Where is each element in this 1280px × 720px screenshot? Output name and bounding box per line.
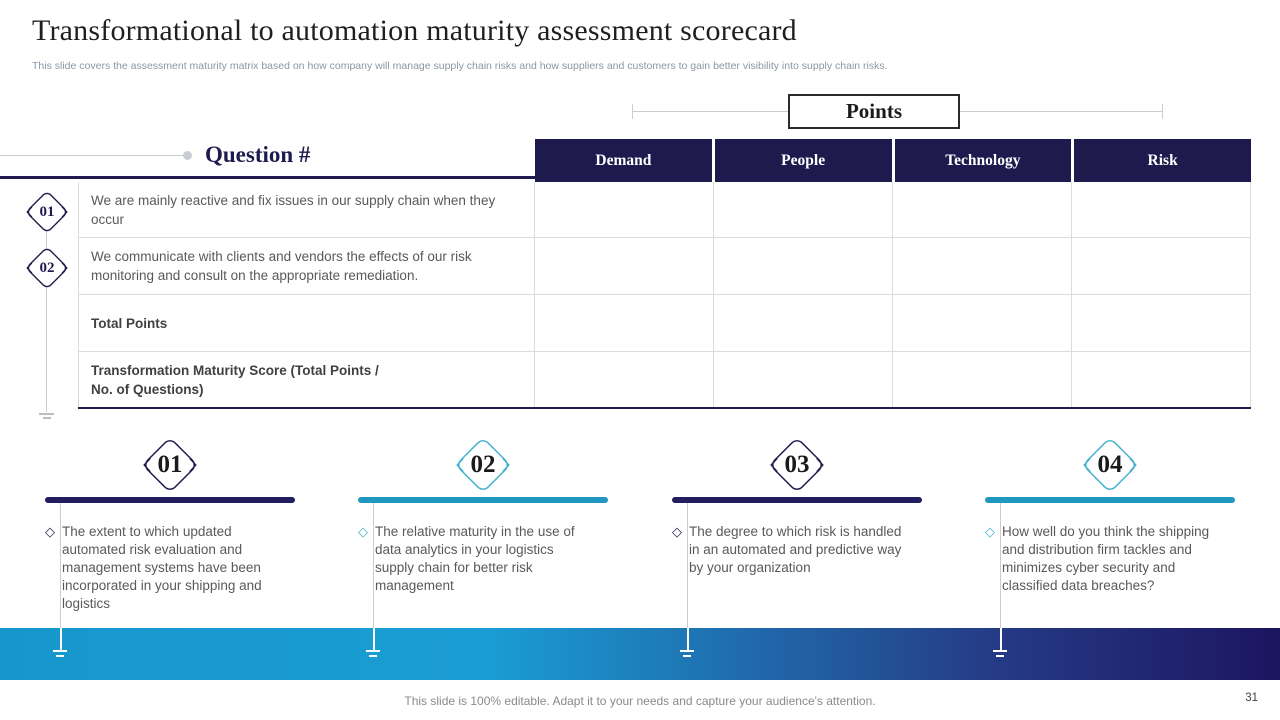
points-cell — [893, 352, 1072, 408]
row-number-diamond: 02 — [24, 245, 70, 291]
ground-symbol — [53, 650, 67, 659]
maturity-score-label: Transformation Maturity Score (Total Poi… — [78, 352, 535, 408]
question-text-2: We communicate with clients and vendors … — [78, 238, 535, 295]
question-number: 01 — [157, 451, 183, 478]
column-header-technology: Technology — [891, 139, 1072, 182]
question-leader-line — [0, 155, 183, 156]
diamond-icon — [456, 440, 510, 490]
question-number: 03 — [784, 451, 810, 478]
table-header-row: Demand People Technology Risk — [535, 139, 1251, 182]
page-title: Transformational to automation maturity … — [32, 14, 797, 47]
connector-line — [373, 503, 374, 628]
row-number: 01 — [39, 203, 55, 220]
footer-note: This slide is 100% editable. Adapt it to… — [404, 694, 876, 708]
diamond-icon — [143, 440, 197, 490]
row-connector-line — [46, 212, 47, 412]
points-bracket-tick-right — [1162, 104, 1163, 119]
ground-line — [1000, 628, 1002, 650]
diamond-bullet-icon: ◇ — [985, 524, 995, 539]
column-header-people: People — [711, 139, 892, 182]
points-bracket-tick-left — [632, 104, 633, 119]
question-text-1: We are mainly reactive and fix issues in… — [78, 182, 535, 238]
column-header-risk: Risk — [1071, 139, 1251, 182]
points-cell — [714, 238, 893, 295]
question-number: 02 — [470, 451, 496, 478]
question-column-header: Question # — [205, 142, 311, 167]
question-diamond-04: 04 — [1080, 435, 1140, 495]
scorecard-table: We are mainly reactive and fix issues in… — [78, 182, 1251, 408]
diamond-icon — [1083, 440, 1137, 490]
points-cell — [893, 238, 1072, 295]
total-points-label: Total Points — [78, 295, 535, 352]
accent-bar-02 — [358, 497, 608, 503]
diamond-icon — [26, 248, 68, 288]
accent-bar-01 — [45, 497, 295, 503]
points-cell — [1072, 352, 1251, 408]
question-leader-dot — [183, 151, 192, 160]
diamond-bullet-icon: ◇ — [672, 524, 682, 539]
table-bottom-border — [78, 407, 1251, 409]
bottom-gradient-bar — [0, 628, 1280, 680]
ground-line — [60, 628, 62, 650]
ground-line — [373, 628, 375, 650]
question-number: 04 — [1097, 451, 1123, 478]
question-header-underline — [0, 176, 535, 179]
question-description-01: ◇ The extent to which updated automated … — [45, 523, 277, 613]
question-diamond-02: 02 — [453, 435, 513, 495]
points-cell — [1072, 295, 1251, 352]
points-cell — [714, 295, 893, 352]
question-description-04: ◇ How well do you think the shipping and… — [985, 523, 1217, 595]
points-cell — [1072, 182, 1251, 238]
page-number: 31 — [1245, 692, 1258, 704]
points-cell — [535, 352, 714, 408]
row-number: 02 — [39, 259, 55, 276]
diamond-bullet-icon: ◇ — [358, 524, 368, 539]
question-diamond-03: 03 — [767, 435, 827, 495]
points-cell — [535, 295, 714, 352]
connector-line — [687, 503, 688, 628]
question-description-text: How well do you think the shipping and d… — [1002, 524, 1210, 593]
question-diamond-01: 01 — [140, 435, 200, 495]
ground-symbol — [39, 413, 54, 421]
diamond-icon — [770, 440, 824, 490]
ground-symbol — [993, 650, 1007, 659]
accent-bar-03 — [672, 497, 922, 503]
connector-line — [1000, 503, 1001, 628]
ground-symbol — [680, 650, 694, 659]
connector-line — [60, 503, 61, 628]
points-cell — [714, 352, 893, 408]
points-cell — [893, 182, 1072, 238]
question-description-text: The extent to which updated automated ri… — [62, 524, 262, 611]
column-header-demand: Demand — [535, 139, 712, 182]
points-cell — [535, 238, 714, 295]
diamond-icon — [26, 192, 68, 232]
points-cell — [893, 295, 1072, 352]
question-description-text: The degree to which risk is handled in a… — [689, 524, 902, 575]
question-description-text: The relative maturity in the use of data… — [375, 524, 575, 593]
points-label-box: Points — [788, 94, 960, 129]
points-cell — [1072, 238, 1251, 295]
ground-line — [687, 628, 689, 650]
accent-bar-04 — [985, 497, 1235, 503]
ground-symbol — [366, 650, 380, 659]
slide-subtitle: This slide covers the assessment maturit… — [32, 60, 888, 72]
row-number-diamond: 01 — [24, 189, 70, 235]
points-cell — [535, 182, 714, 238]
question-description-02: ◇ The relative maturity in the use of da… — [358, 523, 590, 595]
points-cell — [714, 182, 893, 238]
question-description-03: ◇ The degree to which risk is handled in… — [672, 523, 904, 577]
diamond-bullet-icon: ◇ — [45, 524, 55, 539]
points-label: Points — [845, 99, 902, 123]
